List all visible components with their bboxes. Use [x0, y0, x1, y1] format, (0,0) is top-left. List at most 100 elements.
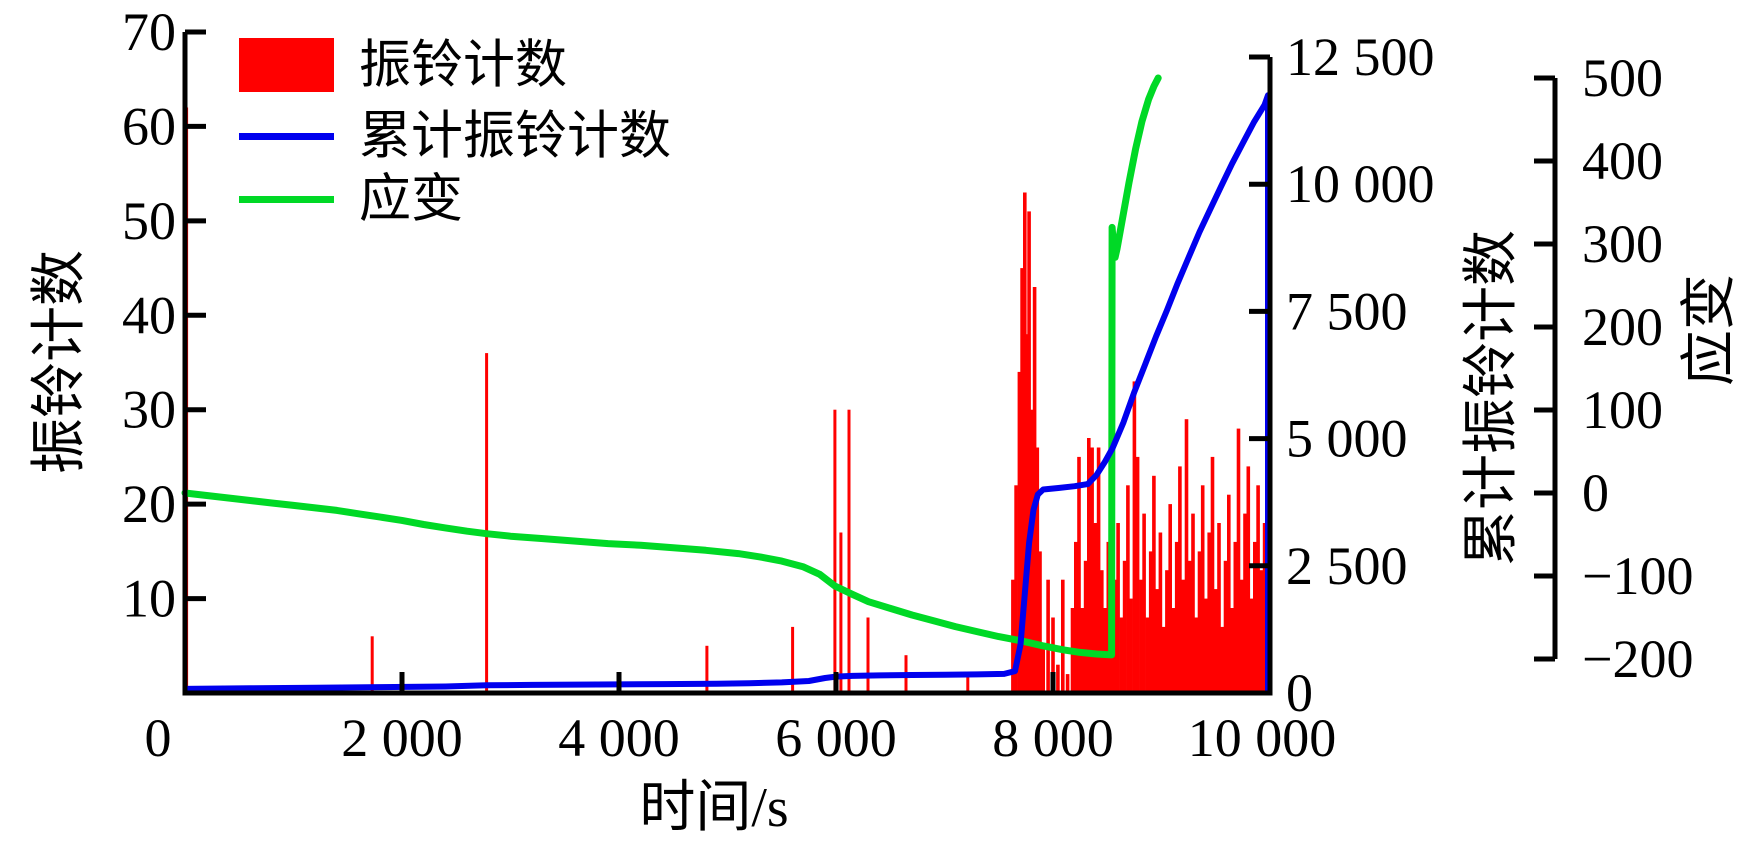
bar — [1230, 608, 1234, 693]
legend-label-cumulative: 累计振铃计数 — [359, 109, 671, 166]
bar — [1253, 541, 1257, 693]
bar — [1148, 551, 1153, 693]
y-right-strain-tick-label: 0 — [1582, 463, 1609, 523]
bar — [1204, 598, 1208, 693]
y-right-strain-tick-label: 200 — [1582, 297, 1663, 357]
x-tick-label: 8 000 — [992, 708, 1114, 768]
y-right-strain-tick-label: 300 — [1582, 214, 1663, 274]
bar — [1035, 447, 1040, 693]
bar — [1197, 551, 1202, 693]
bar — [1119, 617, 1124, 693]
bar — [1065, 674, 1070, 693]
bar — [1200, 485, 1205, 693]
bar — [1096, 447, 1101, 693]
bar — [1116, 523, 1120, 693]
bar — [1032, 287, 1037, 693]
bar — [1129, 598, 1133, 693]
y-left-axis-title: 振铃计数 — [29, 250, 91, 474]
bar — [370, 636, 374, 693]
bar — [1181, 579, 1185, 693]
bar — [1194, 617, 1198, 693]
bar — [1152, 475, 1156, 693]
y-right-cumulative-tick-label: 0 — [1286, 663, 1313, 723]
x-tick-label: 2 000 — [341, 708, 463, 768]
legend-label-ring-counts: 振铃计数 — [359, 38, 567, 95]
y-left-tick-label: 70 — [122, 2, 176, 62]
legend-bar-swatch-icon — [239, 38, 334, 92]
x-axis-title: 时间/s — [639, 777, 788, 839]
legend-item-cumulative: 累计振铃计数 — [239, 109, 671, 166]
bar — [1259, 570, 1264, 693]
bar — [1017, 371, 1022, 693]
y-right-strain-tick-label: 500 — [1582, 48, 1663, 108]
legend-label-strain: 应变 — [359, 172, 463, 229]
bar — [1207, 532, 1211, 693]
bar — [1236, 428, 1241, 693]
bar — [1090, 447, 1094, 693]
bar — [1217, 523, 1221, 693]
bar — [1187, 560, 1192, 693]
cumulative-ring-count-line — [184, 92, 1271, 693]
ring-count-bars-series — [185, 107, 1270, 693]
bar — [1262, 523, 1267, 693]
bar — [705, 645, 709, 693]
legend-line-swatch-icon — [239, 196, 334, 203]
bar — [1168, 504, 1172, 693]
bar — [1165, 570, 1169, 693]
bar — [1041, 645, 1045, 693]
bar — [866, 617, 870, 693]
bar — [1139, 579, 1143, 693]
tick-labels-layer: 10 20 30 40 50 60 70 0 2 000 4 000 6 000 8 000 10 00… — [122, 2, 1693, 768]
y-left-tick-label: 10 — [122, 569, 176, 629]
bar — [1135, 456, 1140, 693]
y-left-tick-label: 40 — [122, 285, 176, 345]
bar — [485, 353, 489, 693]
x-tick-label: 6 000 — [775, 708, 897, 768]
bar — [839, 532, 843, 693]
bar — [1030, 409, 1034, 693]
bar — [1132, 381, 1137, 693]
bar — [1020, 268, 1024, 693]
bar — [1074, 541, 1078, 693]
bar — [966, 674, 970, 693]
bar — [1171, 608, 1176, 693]
bar — [847, 409, 851, 693]
bar — [1220, 626, 1225, 693]
y-left-tick-label: 50 — [122, 191, 176, 251]
bar — [791, 626, 795, 693]
y-right-cumulative-tick-label: 7 500 — [1286, 281, 1408, 341]
x-tick-label: 0 — [145, 708, 172, 768]
bar — [1027, 211, 1031, 693]
legend-item-strain: 应变 — [239, 172, 463, 229]
bar — [1038, 551, 1042, 693]
y-right-strain-axis-title: 应变 — [1679, 274, 1741, 386]
bar — [1025, 334, 1029, 693]
y-right-strain-tick-label: 100 — [1582, 380, 1663, 440]
bar — [1191, 513, 1195, 693]
y-right-strain-tick-label: 400 — [1582, 131, 1663, 191]
y-left-tick-label: 30 — [122, 380, 176, 440]
bar — [1155, 589, 1159, 693]
y-right-cumulative-tick-label: 5 000 — [1286, 409, 1408, 469]
bar — [1158, 532, 1163, 693]
y-right-strain-tick-label: −200 — [1582, 629, 1693, 689]
y-right-cumulative-tick-label: 2 500 — [1286, 536, 1408, 596]
bar — [1243, 513, 1247, 693]
legend-line-swatch-icon — [239, 133, 334, 140]
bar — [1077, 456, 1081, 693]
bar — [1246, 466, 1251, 693]
bar — [1256, 485, 1260, 693]
bar — [1223, 560, 1228, 693]
bar — [1056, 664, 1060, 693]
x-tick-label: 10 000 — [1188, 708, 1337, 768]
bar — [1145, 617, 1150, 693]
bar — [1249, 598, 1254, 693]
bar — [1083, 560, 1088, 693]
bar — [1051, 617, 1055, 693]
bar — [1100, 570, 1104, 693]
y-left-tick-label: 60 — [122, 96, 176, 156]
bar — [1161, 626, 1166, 693]
bar — [833, 409, 837, 693]
bar — [1178, 466, 1182, 693]
